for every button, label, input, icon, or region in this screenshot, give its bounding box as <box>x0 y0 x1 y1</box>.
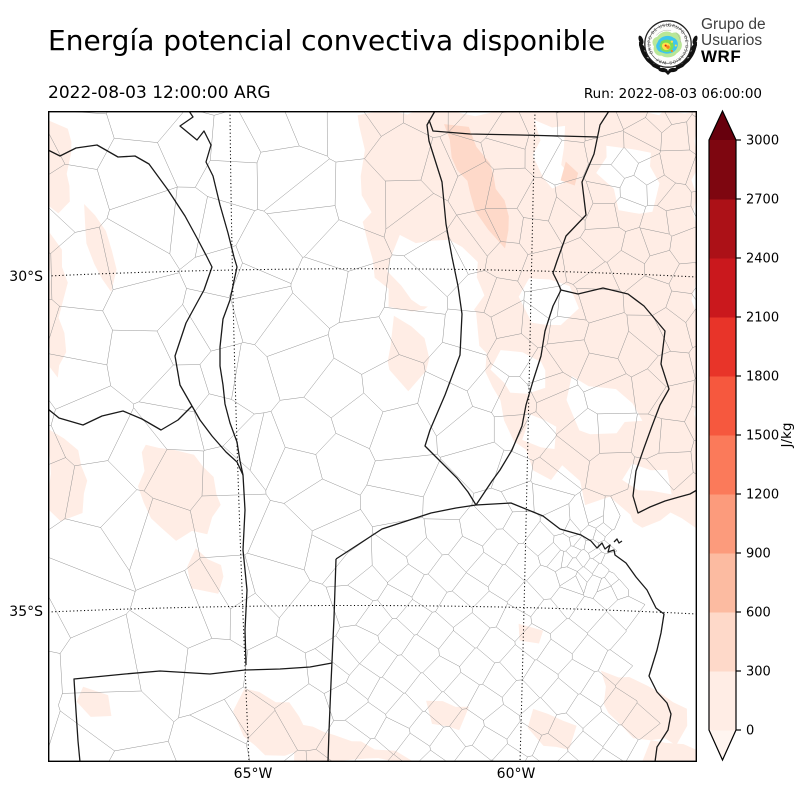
laurel-wreath-icon <box>638 35 698 75</box>
province-boundary <box>613 538 623 544</box>
colorbar-segment <box>709 317 736 377</box>
colorbar-segment <box>709 553 736 613</box>
colorbar-segment <box>709 140 736 200</box>
lon-label-60w: 60°W <box>496 766 536 782</box>
wrf-logo-emblem: GRUPO DE USUARIOS WRF · GRUPO DE USUARIO… <box>636 13 698 75</box>
logo-text-line1: Grupo de <box>701 16 766 33</box>
colorbar-tick-label: 3000 <box>746 134 779 149</box>
province-boundary <box>48 405 193 431</box>
colorbar-tick-label: 2400 <box>746 252 779 267</box>
cape-map <box>48 111 697 762</box>
cape-shading-hole <box>596 145 660 214</box>
cape-shading-0-300 <box>518 623 544 644</box>
province-boundary <box>475 502 672 762</box>
cape-shading-0-300 <box>138 444 221 541</box>
graticule-line <box>48 268 697 278</box>
logo-text-line2: Usuarios <box>701 32 763 49</box>
province-boundary <box>327 558 337 762</box>
cape-shading-0-300 <box>48 232 68 378</box>
cape-shading-0-300 <box>84 204 117 292</box>
colorbar-tick-label: 1500 <box>746 429 779 444</box>
colorbar-tick-label: 1800 <box>746 370 779 385</box>
colorbar-tick-label: 600 <box>746 606 771 621</box>
lat-label-30s: 30°S <box>9 269 43 285</box>
colorbar-tick-label: 0 <box>746 724 754 739</box>
cape-shading-hole <box>522 413 557 449</box>
cape-shading-hole <box>387 234 485 312</box>
colorbar-segment <box>709 258 736 318</box>
lat-label-35s: 35°S <box>9 604 43 620</box>
colorbar-segment <box>709 612 736 672</box>
colorbar-segment <box>709 435 736 495</box>
province-boundary <box>428 119 599 138</box>
cape-shading-0-300 <box>233 688 308 756</box>
province-boundary <box>48 144 213 407</box>
graticule-line <box>48 604 697 615</box>
valid-time-label: 2022-08-03 12:00:00 ARG <box>48 83 271 103</box>
colorbar-segment <box>709 199 736 259</box>
cape-shading-0-300 <box>48 120 72 214</box>
province-boundary <box>424 111 477 506</box>
cape-shading-0-300 <box>48 428 88 522</box>
run-time-label: Run: 2022-08-03 06:00:00 <box>583 86 762 102</box>
map-frame <box>48 111 697 762</box>
page-title: Energía potencial convectiva disponible <box>48 24 606 57</box>
province-boundary <box>560 287 697 514</box>
colorbar-unit-label: J/kg <box>779 423 795 449</box>
cape-shading-0-300 <box>76 686 112 717</box>
colorbar: 0 300 600 900 1200 1500 1800 2100 2400 2700 3000 J/… <box>708 109 795 762</box>
cape-shading-0-300 <box>294 723 414 762</box>
cape-shading-300-600 <box>444 124 509 249</box>
colorbar-over-arrow <box>709 111 736 140</box>
colorbar-segment <box>709 494 736 554</box>
province-boundary <box>179 111 248 666</box>
logo-text-line3: WRF <box>701 47 742 66</box>
colorbar-tick-label: 2100 <box>746 311 779 326</box>
lon-label-65w: 65°W <box>233 766 273 782</box>
cape-shading-0-300 <box>642 440 697 520</box>
colorbar-tick-label: 2700 <box>746 193 779 208</box>
cape-shading-0-300 <box>387 315 430 392</box>
cape-shading-0-300 <box>600 670 688 746</box>
colorbar-tick-label: 1200 <box>746 488 779 503</box>
province-boundary <box>335 504 477 560</box>
province-boundary <box>475 111 610 506</box>
cape-shading-hole <box>566 376 643 435</box>
province-boundary <box>73 662 333 762</box>
logo-radar-blob-icon <box>652 29 682 58</box>
colorbar-tick-label: 900 <box>746 547 771 562</box>
colorbar-tick-label: 300 <box>746 665 771 680</box>
colorbar-segment <box>709 671 736 731</box>
colorbar-segment <box>709 376 736 436</box>
cape-shading-0-300 <box>426 700 469 731</box>
logo-text: Grupo de Usuarios WRF <box>701 16 766 66</box>
colorbar-under-arrow <box>709 730 736 760</box>
